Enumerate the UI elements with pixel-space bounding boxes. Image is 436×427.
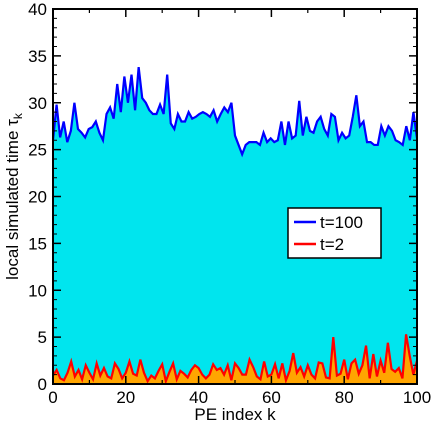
legend: t=100 t=2	[287, 207, 382, 259]
y-tick-label: 35	[28, 47, 47, 66]
y-tick-label: 40	[28, 0, 47, 19]
x-tick-label: 100	[403, 388, 431, 407]
y-tick-label: 25	[28, 141, 47, 160]
y-axis-label-main: local simulated time τ	[3, 119, 22, 280]
y-tick-label: 15	[28, 234, 47, 253]
x-tick-label: 0	[48, 388, 57, 407]
series-area-t2	[53, 334, 417, 384]
axes: 0 20 40 60 80 100 0 5 10 15 20 25 30 35 40	[28, 0, 431, 407]
series-line-t100	[53, 67, 417, 158]
plot-area	[53, 67, 417, 384]
y-tick-label: 10	[28, 281, 47, 300]
series-area-t100	[53, 67, 417, 384]
legend-box	[287, 207, 382, 259]
y-axis-label-subscript: k	[11, 112, 25, 119]
x-tick-label: 80	[335, 388, 354, 407]
x-tick-label: 20	[116, 388, 135, 407]
y-tick-label: 20	[28, 188, 47, 207]
legend-label-t2: t=2	[320, 235, 344, 254]
x-tick-label: 40	[189, 388, 208, 407]
y-tick-label: 5	[38, 328, 47, 347]
y-tick-label: 0	[38, 375, 47, 394]
x-axis-label: PE index k	[194, 405, 276, 424]
series-line-t2	[53, 334, 417, 384]
y-axis-label: local simulated time τk	[3, 112, 25, 280]
y-tick-label: 30	[28, 94, 47, 113]
x-tick-label: 60	[262, 388, 281, 407]
legend-label-t100: t=100	[320, 213, 363, 232]
